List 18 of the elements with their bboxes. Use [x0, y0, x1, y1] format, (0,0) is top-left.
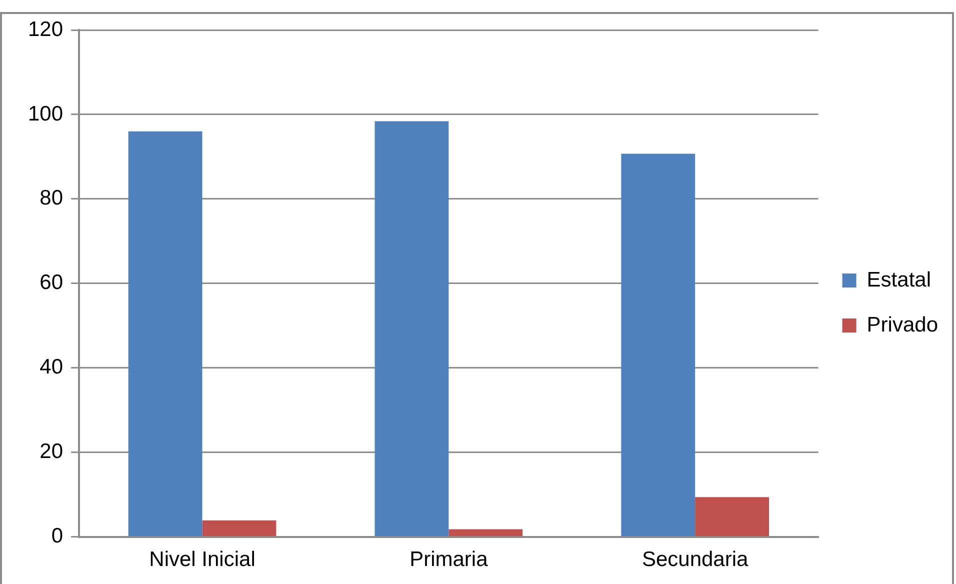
legend-label: Estatal — [866, 268, 931, 292]
bar — [374, 121, 449, 536]
bar — [621, 154, 696, 536]
x-tick-label: Secundaria — [642, 548, 749, 572]
bar — [202, 520, 276, 536]
y-tick-label: 40 — [40, 356, 64, 379]
legend-label: Privado — [866, 313, 938, 336]
y-tick-label: 80 — [40, 186, 64, 210]
y-tick-label: 60 — [40, 271, 64, 294]
y-tick-label: 100 — [28, 102, 64, 126]
y-tick-label: 120 — [28, 18, 64, 41]
y-tick-label: 0 — [51, 524, 64, 548]
bar — [128, 131, 202, 536]
bar — [448, 529, 523, 536]
bar — [695, 497, 770, 536]
x-tick-label: Primaria — [410, 548, 488, 572]
x-tick-label: Nivel Inicial — [149, 548, 256, 572]
y-tick-label: 20 — [40, 440, 64, 464]
